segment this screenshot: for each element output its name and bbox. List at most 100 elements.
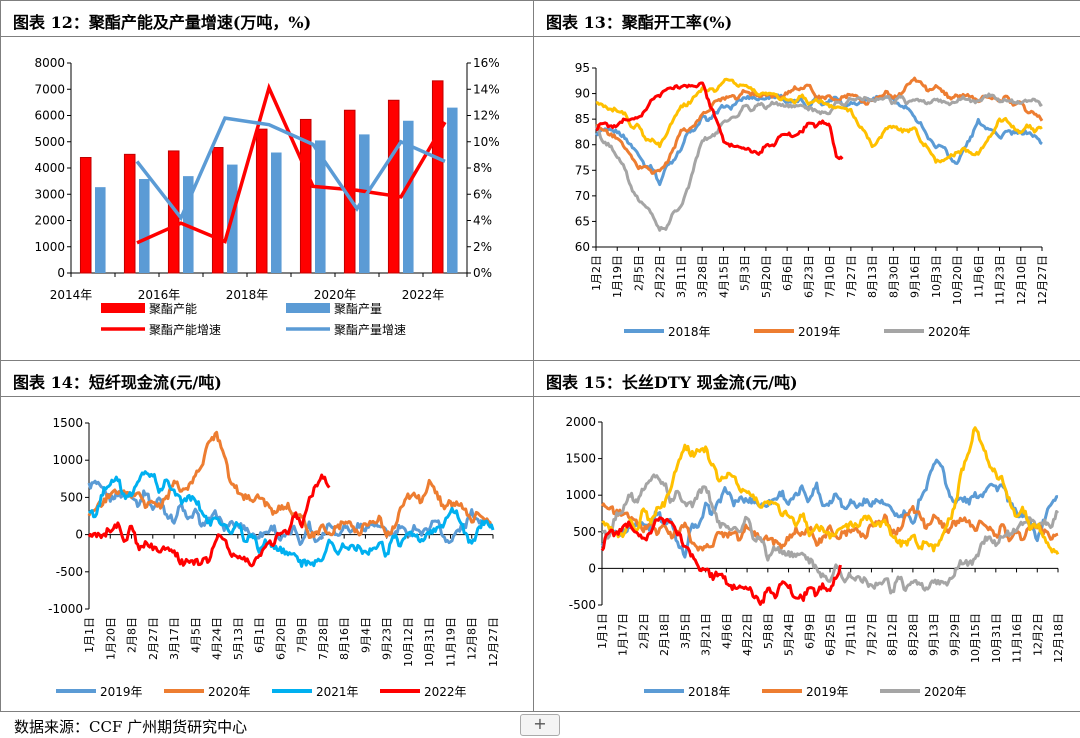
series-line (595, 76, 1044, 175)
y-tick-label: 1500 (565, 452, 596, 466)
x-tick-label: 9月16日 (909, 255, 922, 298)
x-tick-label: 7月9日 (296, 617, 309, 653)
x-tick-label: 3月21日 (700, 613, 713, 656)
capacity-bar (123, 153, 136, 274)
x-tick-label: 6月1日 (253, 617, 266, 653)
x-tick-label: 8月13日 (866, 255, 879, 298)
data-source: 数据来源：CCF 广州期货研究中心 (14, 718, 248, 736)
dty-chart: -500 0 500 1000 1500 2000 1月1日 1月17日 2月2日 2月18日 3月… (565, 415, 1065, 699)
output-bar (447, 107, 458, 273)
x-tick-label: 10月20日 (951, 255, 964, 305)
y2-tick-label: 12% (473, 109, 500, 123)
x-tick-label: 4月5日 (189, 617, 202, 653)
legend-swatch (101, 303, 145, 313)
y-tick-label: 1000 (52, 453, 83, 467)
x-tick-label: 2014年 (50, 288, 93, 302)
x-tick-label: 2月8日 (126, 617, 139, 653)
y2-tick-label: 0% (473, 266, 492, 280)
x-tick-label: 3月17日 (168, 617, 181, 660)
x-tick-label: 4月15日 (717, 255, 730, 298)
legend-label: 2019年 (798, 325, 841, 339)
y-tick-label: 0 (75, 528, 83, 542)
y-tick-label: 6000 (34, 109, 65, 123)
legend-label: 聚酯产量增速 (334, 323, 406, 337)
x-tick-label: 8月30日 (887, 255, 900, 298)
y-tick-label: 95 (575, 61, 590, 75)
capacity-growth-line (136, 82, 447, 245)
x-tick-label: 1月1日 (83, 617, 96, 653)
y-tick-label: -1000 (48, 602, 83, 616)
x-tick-label: 9月13日 (928, 613, 941, 656)
x-tick-label: 11月23日 (994, 255, 1007, 305)
series-line (600, 502, 1059, 552)
x-tick-label: 12月18日 (1052, 613, 1065, 663)
y-tick-label: 75 (575, 163, 590, 177)
x-tick-label: 5月13日 (232, 617, 245, 660)
y-tick-label: 1000 (34, 240, 65, 254)
y2-tick-label: 6% (473, 187, 492, 201)
y2-tick-label: 14% (473, 82, 500, 96)
x-tick-label: 3月28日 (696, 255, 709, 298)
y-tick-label: 500 (573, 525, 596, 539)
series-line (601, 426, 1060, 556)
chart-title: 图表 15：长丝DTY 现金流(元/吨) (546, 373, 798, 392)
legend-swatch (286, 303, 330, 313)
output-bar (403, 120, 414, 273)
y2-tick-label: 2% (473, 240, 492, 254)
expand-button[interactable]: + (520, 714, 560, 736)
legend-label: 聚酯产能增速 (149, 323, 221, 337)
series-line (595, 77, 1043, 164)
y-tick-label: 4000 (34, 161, 65, 175)
y-tick-label: 1500 (52, 416, 83, 430)
y-tick-label: 2000 (34, 214, 65, 228)
x-tick-label: 12月27日 (487, 617, 500, 667)
x-tick-label: 10月31日 (423, 617, 436, 667)
legend-label: 2019年 (100, 685, 143, 699)
y-tick-label: 65 (575, 214, 590, 228)
y-tick-label: 3000 (34, 187, 65, 201)
x-tick-label: 5月24日 (783, 613, 796, 656)
output-growth-line (135, 116, 446, 222)
legend-label: 2020年 (924, 685, 967, 699)
legend-label: 2022年 (424, 685, 467, 699)
utilization-chart: 60 65 70 75 80 85 90 95 1月2日 1月19日 2月5日 2月22日 3月11日 3… (575, 61, 1049, 339)
y2-tick-label: 16% (473, 56, 500, 70)
x-tick-label: 7月11日 (845, 613, 858, 656)
x-tick-label: 2月22日 (654, 255, 667, 298)
legend-label: 聚酯产量 (334, 302, 382, 316)
x-tick-label: 4月6日 (720, 613, 733, 649)
x-tick-label: 7月27日 (845, 255, 858, 298)
x-tick-label: 2020年 (314, 288, 357, 302)
capacity-bar (431, 80, 444, 274)
x-tick-label: 6月20日 (274, 617, 287, 660)
y-tick-label: 90 (575, 87, 590, 101)
series-line (600, 458, 1059, 559)
series-line (595, 81, 844, 161)
x-tick-label: 1月17日 (617, 613, 630, 656)
y-tick-label: -500 (56, 565, 83, 579)
title-divider (1, 36, 533, 37)
output-bar (359, 134, 370, 273)
x-tick-label: 6月23日 (802, 255, 815, 298)
x-tick-label: 5月3日 (739, 255, 752, 291)
y2-tick-label: 10% (473, 135, 500, 149)
x-tick-label: 2016年 (138, 288, 181, 302)
y-tick-label: 2000 (565, 415, 596, 429)
x-tick-label: 8月16日 (338, 617, 351, 660)
capacity-bar (255, 128, 268, 274)
output-bar (271, 152, 282, 273)
y2-tick-label: 8% (473, 161, 492, 175)
legend-label: 2018年 (688, 685, 731, 699)
x-tick-label: 6月6日 (781, 255, 794, 291)
chart-title: 图表 13：聚酯开工率(%) (546, 13, 733, 32)
panel-capacity: 图表 12：聚酯产能及产量增速(万吨，%) 0 1000 2000 3000 4000 5… (0, 0, 534, 361)
x-tick-label: 5月20日 (760, 255, 773, 298)
y-tick-label: -500 (569, 598, 596, 612)
x-tick-label: 2月2日 (638, 613, 651, 649)
x-tick-label: 5月8日 (762, 613, 775, 649)
x-tick-label: 4月24日 (211, 617, 224, 660)
legend-label: 聚酯产能 (149, 302, 197, 316)
x-tick-label: 1月20日 (104, 617, 117, 660)
x-tick-label: 2月5日 (633, 255, 646, 291)
capacity-bar (387, 99, 400, 274)
